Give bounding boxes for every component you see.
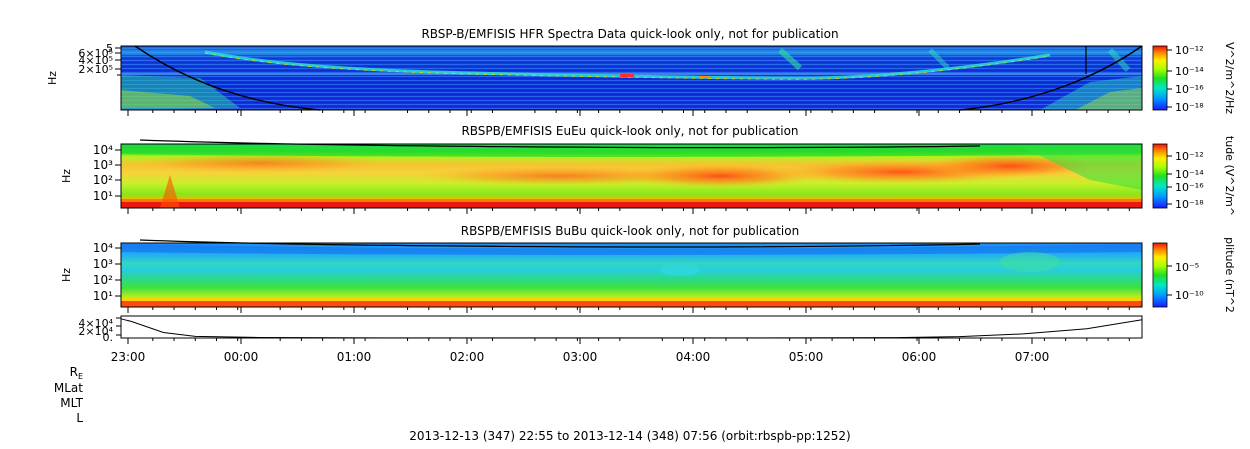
- ytick-bubu-0: 10⁴: [93, 241, 113, 255]
- cbar-hfr-tick-0: 10⁻¹²: [1175, 44, 1204, 57]
- footer-time-range: 2013-12-13 (347) 22:55 to 2013-12-14 (34…: [409, 429, 850, 443]
- ytick-bubu-1: 10³: [93, 257, 113, 271]
- cbar-hfr-label: V^2/m^2/Hz: [1223, 42, 1236, 114]
- cbar-bubu-tick-1: 10⁻¹⁰: [1175, 289, 1204, 302]
- ephem-label-l: L: [76, 411, 83, 425]
- cbar-eueu-tick-3: 10⁻¹⁸: [1175, 198, 1204, 211]
- ytick-bubu-3: 10¹: [93, 289, 113, 303]
- cbar-eueu-tick-0: 10⁻¹²: [1175, 150, 1204, 163]
- xtick-label-6: 05:00: [789, 350, 824, 364]
- frame-hfr: [120, 45, 1143, 111]
- xtick-label-3: 02:00: [450, 350, 485, 364]
- cbar-bubu-tick-0: 10⁻⁵: [1175, 261, 1199, 274]
- ylabel-bubu: Hz: [60, 268, 73, 282]
- cbar-hfr-tick-1: 10⁻¹⁴: [1175, 65, 1204, 78]
- xtick-label-4: 03:00: [563, 350, 598, 364]
- xtick-label-1: 00:00: [224, 350, 259, 364]
- ytick-eueu-3: 10¹: [93, 189, 113, 203]
- panel-title-eueu: RBSPB/EMFISIS EuEu quick-look only, not …: [461, 124, 798, 138]
- xtick-label-2: 01:00: [337, 350, 372, 364]
- xtick-label-8: 07:00: [1015, 350, 1050, 364]
- cbar-bubu-label: plitude (nT^2: [1223, 237, 1236, 313]
- spectrogram-bubu: [121, 239, 1142, 307]
- ylabel-hfr: Hz: [46, 71, 59, 85]
- ytick-hfr-2: 4×10⁵: [78, 54, 113, 67]
- ytick-line-0: 4×10⁴: [78, 317, 113, 330]
- spectrogram-hfr: [121, 45, 1143, 111]
- spectrogram-eueu: [121, 139, 1142, 208]
- ytick-eueu-2: 10²: [93, 173, 113, 187]
- ytick-line-2: 0.: [103, 331, 114, 344]
- frame-eueu: [120, 143, 1143, 209]
- ytick-bubu-2: 10²: [93, 273, 113, 287]
- ytick-hfr-0: 5: [106, 42, 113, 55]
- xaxis-ticks: [127, 110, 1033, 344]
- yaxis-bubu: 10⁴ 10³ 10² 10¹ Hz: [60, 241, 121, 303]
- yaxis-eueu: 10⁴ 10³ 10² 10¹ Hz: [60, 143, 121, 203]
- frame-line: [120, 315, 1143, 339]
- ytick-hfr-1: 6×10⁵: [78, 47, 113, 60]
- ylabel-eueu: Hz: [60, 169, 73, 183]
- xaxis-labels: 23:00 00:00 01:00 02:00 03:00 04:00 05:0…: [111, 350, 1050, 364]
- ephemeris-labels: RE MLat MLT L: [54, 365, 84, 425]
- ytick-line-1: 2×10⁴: [78, 325, 113, 338]
- cbar-hfr-tick-2: 10⁻¹⁶: [1175, 83, 1204, 96]
- panel-title-bubu: RBSPB/EMFISIS BuBu quick-look only, not …: [461, 224, 799, 238]
- ytick-hfr-3: 2×10⁵: [78, 63, 113, 76]
- panel-title-hfr: RBSP-B/EMFISIS HFR Spectra Data quick-lo…: [421, 27, 838, 41]
- cbar-eueu-label: tude (V^2/m^: [1223, 136, 1236, 216]
- xtick-label-7: 06:00: [902, 350, 937, 364]
- ytick-eueu-0: 10⁴: [93, 143, 113, 157]
- xtick-label-5: 04:00: [676, 350, 711, 364]
- ephem-label-mlat: MLat: [54, 381, 83, 395]
- colorbar-hfr: 10⁻¹² 10⁻¹⁴ 10⁻¹⁶ 10⁻¹⁸ V^2/m^2/Hz: [1152, 42, 1236, 114]
- yaxis-hfr: 5 6×10⁵ 4×10⁵ 2×10⁵ Hz: [46, 42, 121, 85]
- frame-bubu: [120, 242, 1143, 308]
- ytick-eueu-1: 10³: [93, 158, 113, 172]
- cbar-eueu-tick-2: 10⁻¹⁶: [1175, 181, 1204, 194]
- yaxis-line: 4×10⁴ 2×10⁴ 0.: [78, 317, 121, 344]
- cbar-hfr-tick-3: 10⁻¹⁸: [1175, 101, 1204, 114]
- colorbar-bubu: 10⁻⁵ 10⁻¹⁰ plitude (nT^2: [1152, 237, 1236, 313]
- colorbar-eueu: 10⁻¹² 10⁻¹⁴ 10⁻¹⁶ 10⁻¹⁸ tude (V^2/m^: [1152, 136, 1236, 216]
- cbar-eueu-tick-1: 10⁻¹⁴: [1175, 168, 1204, 181]
- xaxis-minor-ticks: [152, 110, 1130, 341]
- line-series: [120, 318, 1143, 339]
- ephem-label-re: RE: [70, 365, 83, 381]
- xtick-label-0: 23:00: [111, 350, 146, 364]
- ephem-label-mlt: MLT: [60, 396, 83, 410]
